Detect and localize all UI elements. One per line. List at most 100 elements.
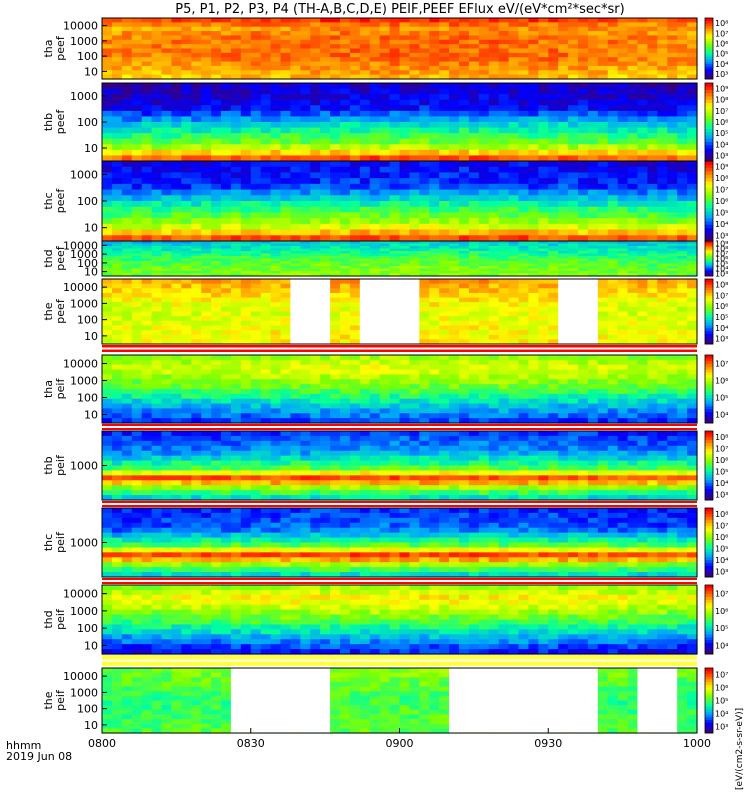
colorbar-segment [705,308,713,312]
spectrogram-cell [468,241,480,245]
spectrogram-cell [468,297,480,303]
spectrogram-cell [478,364,490,371]
spectrogram-cell [429,57,440,63]
spectrogram-cell [478,229,490,236]
spectrogram-cell [240,144,252,151]
spectrogram-cell [191,35,202,41]
spectrogram-cell [349,223,361,231]
spectrogram-cell [191,253,202,257]
spectrogram-cell [121,302,133,308]
colorbar-tick-label: 10⁵ [715,50,728,59]
spectrogram-cell [121,261,133,265]
spectrogram-cell [548,263,559,267]
spectrogram-cell [260,311,272,317]
colorbar-tick-label: 10⁷ [715,291,728,300]
spectrogram-cell [141,133,153,140]
spectrogram-cell [627,271,639,275]
spectrogram-cell [498,393,510,400]
y-tick-label: 1000 [70,35,98,48]
spectrogram-cell [449,258,460,262]
spectrogram-cell [300,393,311,400]
spectrogram-cell [201,94,212,101]
spectrogram-cell [399,48,411,54]
spectrogram-cell [459,57,470,63]
spectrogram-cell [429,65,440,71]
spectrogram-cell [310,138,321,145]
spectrogram-cell [498,261,510,265]
spectrogram-cell [369,195,381,202]
spectrogram-cell [637,263,649,267]
spectrogram-cell [310,374,321,380]
spectrogram-cell [310,22,321,28]
spectrogram-cell [161,39,173,45]
spectrogram-cell [171,334,182,340]
spectrogram-cell [687,83,698,90]
spectrogram-cell [300,266,311,270]
spectrogram-cell [449,48,460,54]
spectrogram-cell [151,61,163,67]
spectrogram-cell [627,241,639,245]
spectrogram-cell [330,235,341,242]
spectrogram-cell [300,253,311,257]
spectrogram-cell [221,229,232,236]
spectrogram-cell [607,263,619,267]
spectrogram-cell [538,271,549,275]
spectrogram-cell [647,369,658,376]
spectrogram-cell [597,218,609,225]
spectrogram-cell [250,355,262,361]
spectrogram-cell [221,389,232,395]
spectrogram-cell [518,266,530,270]
spectrogram-cell [409,243,420,247]
spectrogram-cell [260,379,272,385]
spectrogram-cell [399,253,411,257]
spectrogram-cell [568,253,579,257]
spectrogram-cell [409,398,420,405]
spectrogram-cell [240,374,252,380]
spectrogram-cell [181,110,192,118]
spectrogram-cell [409,384,420,390]
spectrogram-cell [260,155,272,162]
spectrogram-cell [508,311,520,317]
spectrogram-cell [478,22,490,28]
spectrogram-cell [131,48,143,54]
spectrogram-cell [211,355,222,361]
spectrogram-cell [141,206,153,214]
spectrogram-cell [379,258,391,262]
spectrogram-cell [607,223,619,231]
spectrogram-cell [687,138,698,145]
spectrogram-cell [221,133,232,140]
spectrogram-cell [230,178,242,185]
spectrogram-cell [310,256,321,260]
spectrogram-cell [687,189,698,196]
spectrogram-cell [399,166,411,174]
spectrogram-cell [191,398,202,405]
spectrogram-cell [468,253,480,257]
spectrogram-cell [349,48,361,54]
colorbar-segment [705,287,713,291]
spectrogram-cell [191,223,202,231]
spectrogram-cell [449,389,460,395]
spectrogram-cell [488,261,500,265]
spectrogram-cell [647,26,658,32]
spectrogram-cell [687,266,698,270]
spectrogram-cell [459,18,470,23]
spectrogram-cell [131,251,143,255]
spectrogram-cell [558,48,569,54]
spectrogram-cell [191,364,202,371]
spectrogram-cell [677,339,688,345]
spectrogram-cell [429,316,440,322]
spectrogram-cell [468,311,480,317]
spectrogram-cell [478,355,490,361]
spectrogram-cell [439,201,450,208]
spectrogram-cell [667,223,678,231]
spectrogram-cell [419,48,430,54]
spectrogram-cell [121,110,133,118]
spectrogram-cell [201,22,212,28]
spectrogram-cell [290,88,301,95]
spectrogram-cell [300,364,311,371]
spectrogram-cell [221,243,232,247]
spectrogram-cell [290,374,301,380]
spectrogram-cell [687,172,698,179]
spectrogram-cell [647,288,658,294]
spectrogram-cell [637,302,649,308]
